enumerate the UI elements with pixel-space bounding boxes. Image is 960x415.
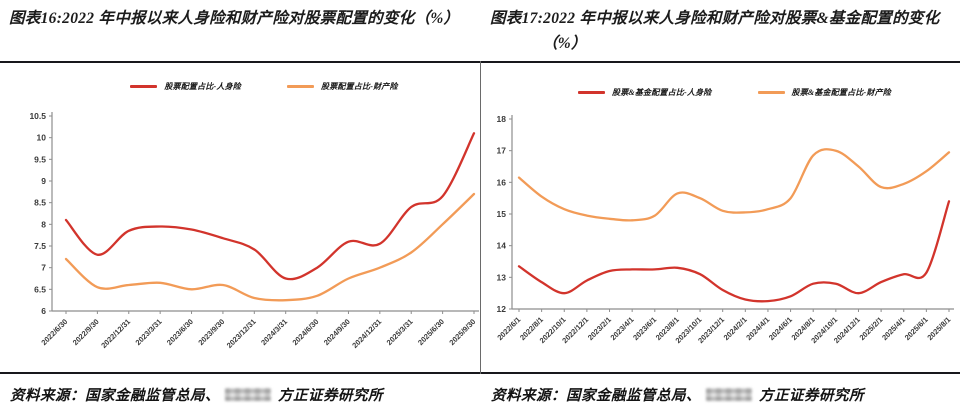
- x-tick-label: 2023/9/30: [196, 317, 226, 347]
- x-tick-label: 2023/6/30: [165, 317, 195, 347]
- x-tick-label: 2024/4/1: [744, 315, 771, 342]
- y-tick-label: 8.5: [34, 198, 46, 208]
- x-tick-label: 2023/2/1: [586, 315, 613, 342]
- legend-item: 股票配置占比-财产险: [287, 81, 398, 92]
- series-line-股票配置占比-人身险: [64, 132, 476, 281]
- y-tick-label: 7: [41, 263, 46, 273]
- y-tick-label: 8: [41, 219, 46, 229]
- x-tick-label: 2023/3/31: [134, 317, 164, 347]
- x-tick-label: 2025/8/1: [925, 315, 952, 342]
- redacted-logo: [225, 388, 271, 401]
- y-tick-label: 7.5: [34, 241, 46, 251]
- y-tick-label: 12: [497, 304, 507, 314]
- y-tick-label: 9.5: [34, 154, 46, 164]
- figure-16-panel: 图表16:2022 年中报以来人身险和财产险对股票配置的变化（%） 股票配置占比…: [0, 0, 480, 404]
- y-tick-label: 17: [497, 146, 507, 156]
- x-tick-label: 2024/12/31: [350, 317, 383, 350]
- y-tick-label: 13: [497, 272, 507, 282]
- y-tick-label: 10: [37, 133, 47, 143]
- y-tick-label: 18: [497, 114, 507, 124]
- stock-fund-allocation-line-chart: 121314151617182022/6/12022/8/12022/10/12…: [495, 114, 954, 345]
- figure-16-title: 图表16:2022 年中报以来人身险和财产险对股票配置的变化（%）: [9, 10, 460, 27]
- legend-line-swatch: [757, 90, 785, 94]
- figure-17-panel: 图表17:2022 年中报以来人身险和财产险对股票&基金配置的变化（%） 股票&…: [481, 0, 960, 404]
- x-tick-label: 2023/4/1: [609, 315, 636, 342]
- x-tick-label: 2025/2/1: [858, 315, 885, 342]
- figures-row: 图表16:2022 年中报以来人身险和财产险对股票配置的变化（%） 股票配置占比…: [0, 0, 960, 404]
- legend-item: 股票配置占比-人身险: [130, 81, 241, 92]
- y-tick-label: 14: [497, 241, 507, 251]
- x-tick-label: 2025/6/30: [416, 317, 446, 347]
- x-tick-label: 2024/6/1: [767, 315, 794, 342]
- legend-line-swatch: [287, 84, 314, 88]
- y-tick-label: 6: [41, 306, 46, 316]
- x-tick-label: 2022/9/30: [71, 317, 101, 347]
- series-line-股票&基金配置占比-财产险: [517, 148, 951, 222]
- legend-label: 股票配置占比-财产险: [321, 81, 398, 91]
- redacted-logo: [706, 388, 752, 401]
- figure-16-legend: 股票配置占比-人身险 股票配置占比-财产险: [48, 78, 480, 94]
- y-tick-label: 16: [497, 177, 507, 187]
- panel-divider: [480, 61, 481, 374]
- legend-item: 股票&基金配置占比-人身险: [578, 87, 712, 98]
- stock-allocation-line-chart: 6 6.5 7 7.5 8 8.5 9 9.5 10 10.5 2022/6/30 2022/9/30…: [29, 111, 479, 350]
- x-tick-label: 2022/12/31: [99, 317, 132, 350]
- y-tick-label: 6.5: [34, 284, 46, 294]
- x-tick-label: 2023/6/1: [631, 315, 658, 342]
- source-suffix: 方正证券研究所: [278, 388, 383, 404]
- y-tick-label: 10.5: [29, 111, 46, 121]
- x-tick-label: 2025/3/31: [385, 317, 415, 347]
- legend-label: 股票配置占比-人身险: [164, 81, 241, 91]
- y-tick-label: 15: [497, 209, 507, 219]
- x-tick-label: 2023/12/31: [225, 317, 258, 350]
- source-prefix: 资料来源：国家金融监管总局、: [491, 388, 701, 404]
- figure-17-source-line: 资料来源：国家金融监管总局、 方正证券研究所: [481, 374, 960, 405]
- legend-item: 股票&基金配置占比-财产险: [757, 87, 892, 98]
- figure-17-title: 图表17:2022 年中报以来人身险和财产险对股票&基金配置的变化（%）: [490, 10, 940, 52]
- source-suffix: 方正证券研究所: [759, 388, 864, 404]
- legend-line-swatch: [130, 84, 158, 88]
- x-tick-label: 2025/6/1: [903, 315, 930, 342]
- series-line-股票&基金配置占比-人身险: [517, 200, 951, 303]
- figure-16-source-line: 资料来源：国家金融监管总局、 方正证券研究所: [0, 374, 480, 405]
- x-tick-label: 2022/6/1: [495, 315, 522, 342]
- legend-label: 股票&基金配置占比-财产险: [791, 87, 891, 97]
- x-tick-label: 2022/6/30: [39, 317, 69, 347]
- source-prefix: 资料来源：国家金融监管总局、: [10, 388, 220, 404]
- x-tick-label: 2024/6/30: [291, 317, 321, 347]
- x-tick-label: 2025/9/30: [447, 317, 477, 347]
- legend-line-swatch: [578, 90, 605, 94]
- x-tick-label: 2025/4/1: [880, 315, 907, 342]
- x-tick-label: 2024/9/30: [322, 317, 352, 347]
- legend-label: 股票&基金配置占比-人身险: [612, 87, 712, 97]
- figure-17-legend: 股票&基金配置占比-人身险 股票&基金配置占比-财产险: [509, 84, 960, 100]
- series-line-股票配置占比-财产险: [64, 192, 476, 302]
- x-tick-label: 2024/3/31: [259, 317, 289, 347]
- x-tick-label: 2024/2/1: [722, 315, 749, 342]
- y-tick-label: 9: [41, 176, 46, 186]
